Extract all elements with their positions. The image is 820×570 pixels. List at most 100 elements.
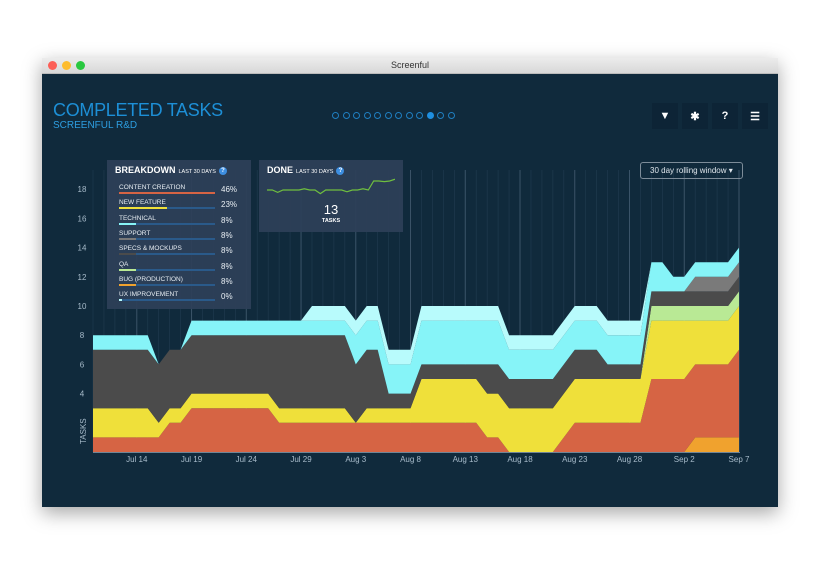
area-technical	[93, 247, 739, 394]
done-unit: TASKS	[321, 218, 341, 224]
minimize-button[interactable]	[62, 61, 71, 70]
breakdown-label: QA	[119, 260, 129, 268]
x-tick-label: Aug 3	[345, 455, 366, 464]
area-new-feature	[93, 306, 739, 452]
y-tick-label: 10	[78, 302, 87, 311]
page-dot[interactable]	[405, 112, 413, 119]
x-tick-label: Aug 28	[617, 455, 643, 464]
y-tick-label: 6	[80, 360, 85, 369]
x-tick-label: Sep 2	[674, 455, 695, 464]
breakdown-percent: 46%	[221, 185, 238, 194]
breakdown-item: QA 8%	[119, 261, 247, 276]
x-tick-label: Jul 19	[181, 455, 203, 464]
x-tick-label: Aug 13	[453, 455, 479, 464]
breakdown-period: LAST 30 DAYS	[178, 169, 216, 175]
done-sparkline	[267, 178, 395, 195]
page-dot[interactable]	[426, 112, 434, 119]
window-title: Screenful	[390, 60, 430, 70]
breakdown-label: CONTENT CREATION	[119, 184, 186, 191]
breakdown-bar-track	[119, 222, 215, 225]
breakdown-bar-track	[119, 253, 215, 256]
area-ux-improvement	[93, 247, 739, 365]
gear-icon[interactable]: ✱	[682, 103, 708, 129]
breakdown-item: SUPPORT 8%	[119, 230, 247, 245]
page-dot[interactable]	[384, 112, 392, 119]
breakdown-panel: BREAKDOWN LAST 30 DAYS? CONTENT CREATION 4…	[107, 160, 251, 309]
x-tick-label: Sep 7	[729, 455, 750, 464]
y-axis-label: TASKS	[79, 418, 88, 444]
breakdown-percent: 8%	[221, 261, 233, 271]
breakdown-label: BUG (PRODUCTION)	[119, 275, 183, 283]
done-period: LAST 30 DAYS	[296, 169, 334, 175]
page-indicator[interactable]	[332, 112, 455, 119]
breakdown-bar	[119, 299, 122, 302]
y-tick-label: 14	[78, 244, 87, 253]
breakdown-percent: 8%	[221, 276, 233, 286]
breakdown-bar-track	[119, 237, 215, 240]
page-dot[interactable]	[353, 112, 360, 119]
breakdown-bar	[119, 207, 167, 210]
y-tick-label: 4	[80, 390, 85, 399]
breakdown-label: NEW FEATURE	[119, 199, 166, 207]
breakdown-bar	[119, 253, 136, 256]
breakdown-label: SUPPORT	[119, 229, 151, 237]
help-icon[interactable]: ?	[218, 167, 227, 175]
breakdown-percent: 8%	[221, 230, 233, 240]
breakdown-bar-track	[119, 268, 215, 271]
maximize-button[interactable]	[76, 61, 85, 70]
title-bar: Screenful	[42, 58, 778, 74]
breakdown-percent: 8%	[221, 215, 233, 225]
done-count: 13	[323, 202, 339, 217]
filter-icon[interactable]: ▼	[652, 103, 678, 129]
page-dot[interactable]	[363, 112, 371, 119]
page-dot[interactable]	[447, 112, 455, 119]
close-button[interactable]	[48, 61, 57, 70]
page-dot[interactable]	[374, 112, 381, 119]
y-tick-label: 12	[78, 273, 87, 282]
y-tick-label: 8	[80, 331, 85, 340]
breakdown-label: SPECS & MOCKUPS	[119, 245, 182, 253]
breakdown-bar-track	[119, 299, 215, 302]
breakdown-bar-track	[119, 283, 215, 286]
x-tick-label: Jul 24	[236, 455, 258, 464]
breakdown-title: BREAKDOWN	[115, 165, 176, 175]
breakdown-bar	[119, 222, 136, 225]
breakdown-bar	[119, 268, 136, 271]
area-specs-mockups	[93, 276, 739, 423]
breakdown-item: CONTENT CREATION 46%	[119, 184, 247, 199]
breakdown-label: TECHNICAL	[119, 214, 156, 222]
page-dot[interactable]	[395, 112, 402, 119]
y-tick-label: 16	[78, 214, 87, 223]
x-tick-label: Aug 18	[507, 455, 533, 464]
done-panel: DONE LAST 30 DAYS? 13 TASKS	[259, 160, 403, 232]
x-tick-label: Aug 23	[562, 455, 588, 464]
x-tick-label: Aug 8	[400, 455, 421, 464]
page-dot[interactable]	[342, 112, 350, 119]
breakdown-item: SPECS & MOCKUPS 8%	[119, 245, 247, 260]
breakdown-item: BUG (PRODUCTION) 8%	[119, 276, 247, 291]
breakdown-bar	[119, 237, 136, 240]
breakdown-percent: 23%	[221, 200, 238, 210]
done-title: DONE	[267, 165, 294, 175]
page-dot[interactable]	[416, 112, 423, 119]
breakdown-bar-track	[119, 207, 215, 210]
breakdown-bar	[119, 283, 136, 286]
breakdown-item: UX IMPROVEMENT 0%	[119, 291, 247, 306]
breakdown-label: UX IMPROVEMENT	[119, 291, 179, 299]
x-tick-label: Jul 14	[126, 455, 148, 464]
help-icon[interactable]: ?	[336, 167, 345, 175]
page-dot[interactable]	[437, 112, 444, 119]
breakdown-percent: 0%	[221, 292, 233, 302]
menu-icon[interactable]: ☰	[742, 103, 768, 129]
y-tick-label: 18	[78, 185, 87, 194]
breakdown-item: NEW FEATURE 23%	[119, 199, 247, 214]
breakdown-bar-track	[119, 192, 215, 194]
breakdown-item: TECHNICAL 8%	[119, 215, 247, 230]
breakdown-percent: 8%	[221, 246, 233, 256]
window-select[interactable]: 30 day rolling window ▾	[640, 162, 743, 179]
area-content-creation	[93, 349, 739, 452]
breakdown-bar	[119, 192, 215, 194]
x-tick-label: Jul 29	[290, 455, 312, 464]
page-dot[interactable]	[332, 112, 339, 119]
help-icon[interactable]: ?	[712, 103, 738, 129]
